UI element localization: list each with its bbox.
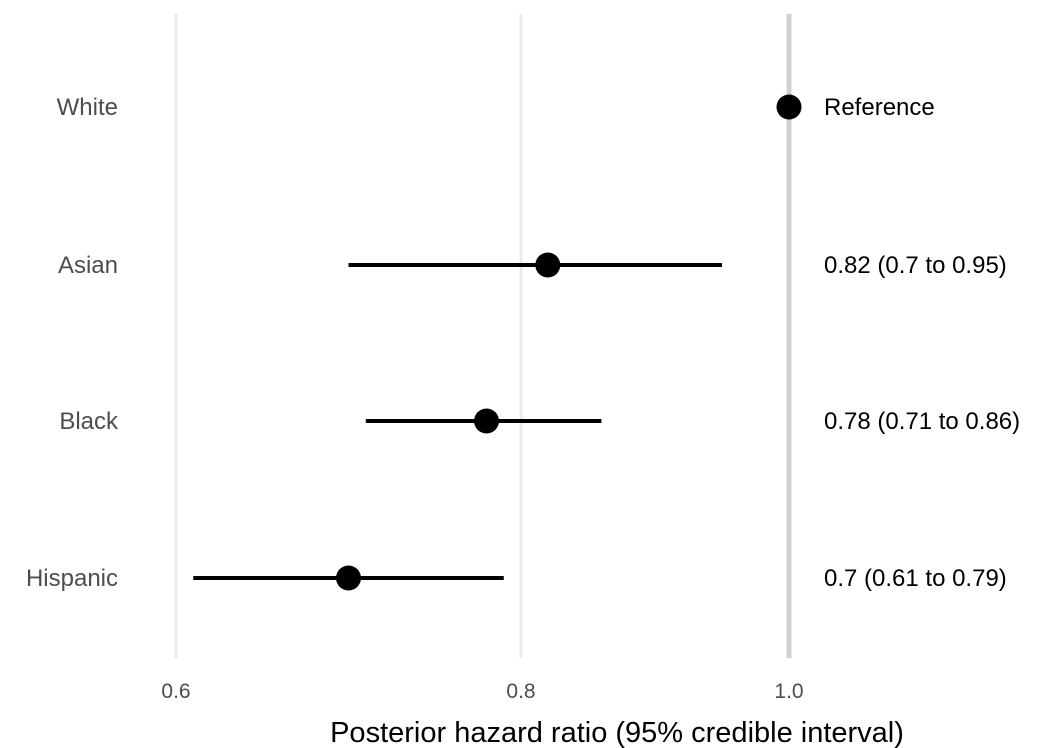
category-labels: White Asian Black Hispanic [26, 94, 119, 592]
grid-lines [174, 14, 792, 658]
point-estimate [336, 565, 361, 591]
x-tick-label: 0.6 [161, 680, 190, 703]
point-estimate [776, 94, 802, 120]
estimates [193, 94, 802, 591]
x-axis-title: Posterior hazard ratio (95% credible int… [330, 717, 904, 748]
estimate-label: 0.78 (0.71 to 0.86) [824, 408, 1020, 435]
category-label: Black [59, 408, 119, 435]
estimate-label: Reference [824, 94, 935, 121]
x-tick-label: 1.0 [774, 680, 803, 703]
estimate-label: 0.7 (0.61 to 0.79) [824, 565, 1007, 592]
category-label: Hispanic [26, 565, 118, 592]
estimate-label: 0.82 (0.7 to 0.95) [824, 252, 1007, 279]
estimate-labels: Reference 0.82 (0.7 to 0.95) 0.78 (0.71 to… [824, 94, 1020, 592]
point-estimate [474, 408, 499, 434]
category-label: Asian [58, 252, 118, 279]
x-axis-ticks: 0.6 0.8 1.0 [161, 680, 803, 703]
category-label: White [57, 94, 118, 121]
x-tick-label: 0.8 [506, 680, 535, 703]
point-estimate [535, 252, 561, 278]
